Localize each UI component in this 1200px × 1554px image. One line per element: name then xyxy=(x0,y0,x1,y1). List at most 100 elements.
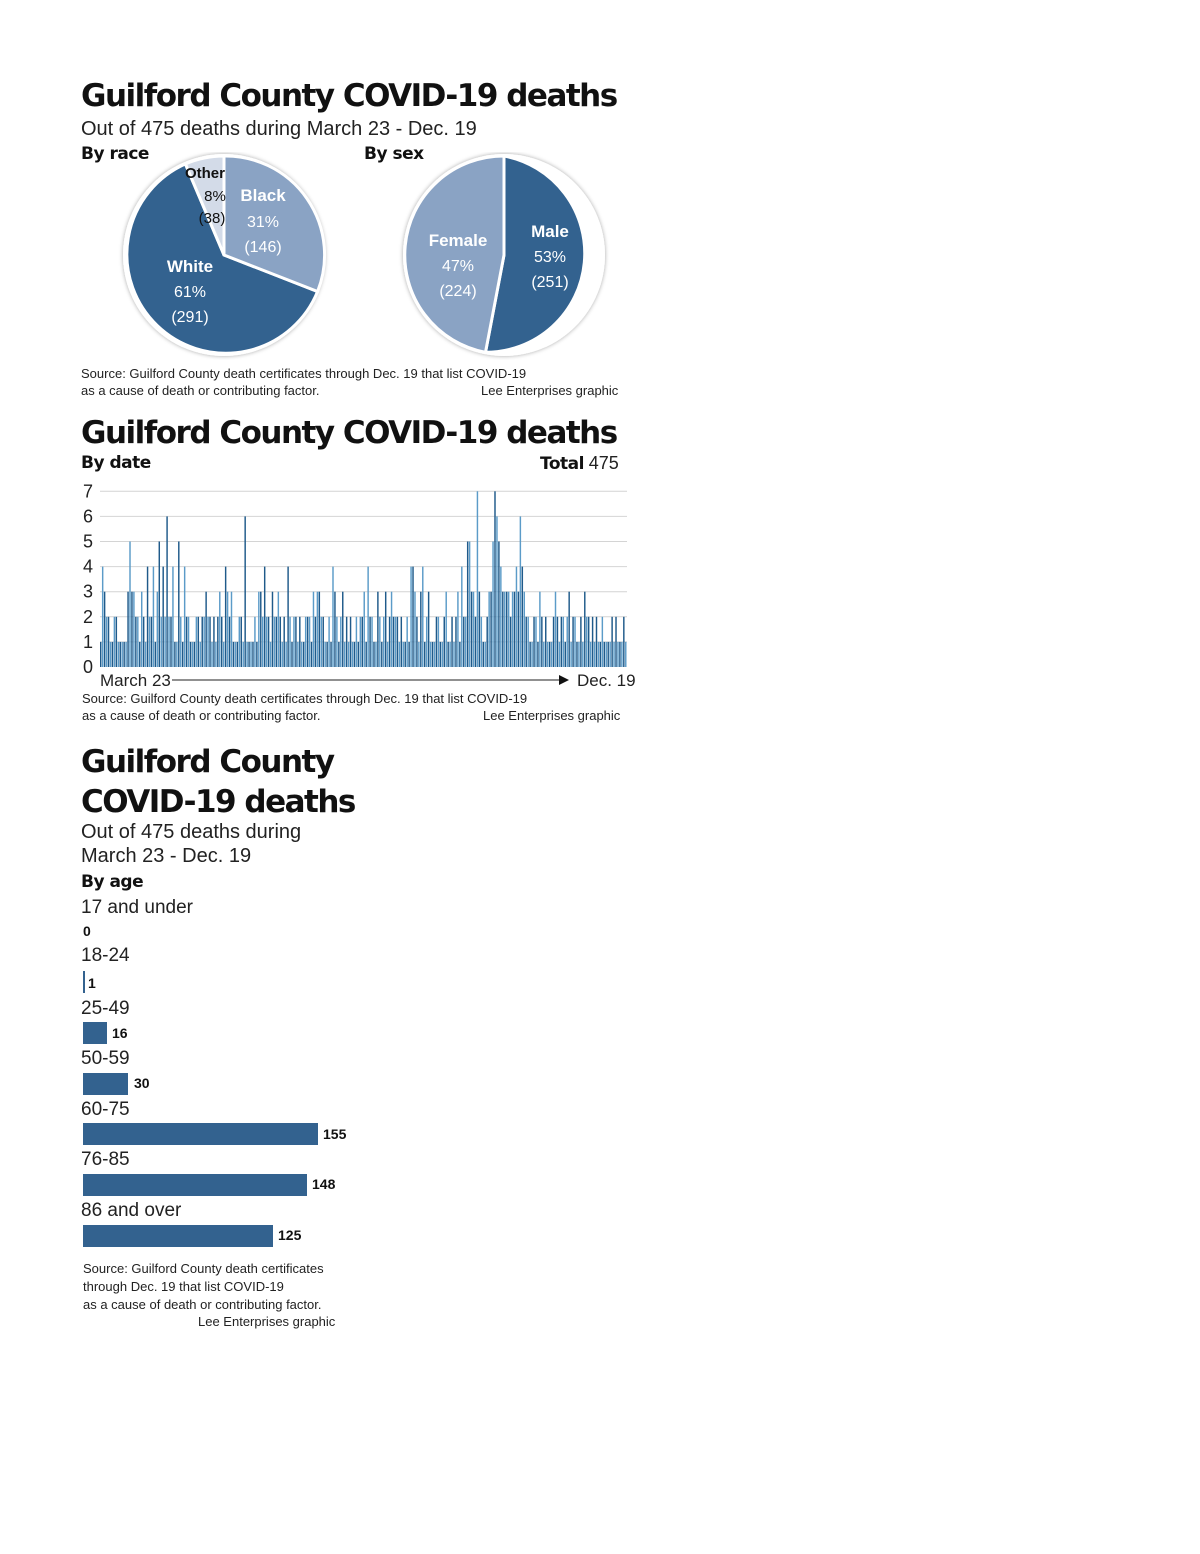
daily-bar xyxy=(279,616,282,667)
daily-bar xyxy=(377,591,379,667)
sex-female-name: Female xyxy=(429,231,488,250)
daily-bar xyxy=(584,591,586,667)
daily-bar xyxy=(148,616,151,667)
age-label-76-85: 76-85 xyxy=(81,1149,130,1170)
daily-bar xyxy=(201,616,203,667)
daily-bar xyxy=(386,641,389,667)
daily-bar xyxy=(564,641,566,667)
daily-bar xyxy=(455,616,457,667)
daily-bar xyxy=(609,641,611,667)
daily-bar xyxy=(482,641,485,667)
daily-bar xyxy=(361,616,363,667)
daily-bar xyxy=(570,641,572,667)
daily-bar xyxy=(142,616,145,667)
age-bar-76-85 xyxy=(83,1174,307,1196)
daily-bar xyxy=(181,641,184,667)
daily-bar xyxy=(277,591,280,667)
daily-bar xyxy=(295,616,297,667)
daily-bar xyxy=(224,566,227,667)
daily-bar xyxy=(176,641,178,667)
daily-bar xyxy=(139,641,141,667)
daily-bar xyxy=(425,616,428,667)
daily-bar xyxy=(429,641,432,667)
daily-bar xyxy=(178,541,180,667)
daily-bar xyxy=(550,641,553,667)
daily-bar xyxy=(619,641,621,667)
daily-bar xyxy=(445,591,447,667)
daily-bar xyxy=(388,616,391,667)
daily-bar xyxy=(587,616,590,667)
daily-bar xyxy=(601,616,604,667)
daily-bar xyxy=(260,591,262,667)
daily-bar xyxy=(336,616,338,667)
daily-bar xyxy=(379,616,381,667)
daily-bar xyxy=(566,616,568,667)
daily-bar xyxy=(449,641,451,667)
daily-bar xyxy=(498,541,500,667)
daily-bar xyxy=(433,641,436,667)
race-white-count: (291) xyxy=(171,309,208,326)
age-chart-title: Guilford County COVID-19 deaths xyxy=(81,742,356,822)
daily-bar xyxy=(180,616,182,667)
daily-bar xyxy=(490,591,492,667)
daily-bar xyxy=(507,591,510,667)
race-other-pct: 8% xyxy=(204,188,226,205)
daily-bar xyxy=(578,641,580,667)
by-age-label: By age xyxy=(81,872,144,892)
daily-bar xyxy=(137,616,139,667)
daily-bar xyxy=(535,616,537,667)
date-chart-credit: Lee Enterprises graphic xyxy=(483,708,621,723)
daily-bar xyxy=(244,516,246,667)
daily-bar xyxy=(140,591,143,667)
daily-bar xyxy=(593,641,596,667)
title-line-1: Guilford County xyxy=(81,744,335,780)
race-white-pct: 61% xyxy=(174,284,206,301)
daily-bar xyxy=(410,566,412,667)
daily-bar xyxy=(119,641,121,667)
daily-bar xyxy=(576,641,578,667)
daily-bar xyxy=(381,641,383,667)
daily-bar xyxy=(478,591,481,667)
daily-bar xyxy=(586,616,588,667)
age-label-86-over: 86 and over xyxy=(81,1200,182,1221)
daily-bar xyxy=(492,541,494,667)
subtitle-line-1: Out of 475 deaths during xyxy=(81,821,302,843)
daily-bar xyxy=(221,616,223,667)
daily-bar xyxy=(402,641,404,667)
age-value-50-59: 30 xyxy=(134,1075,150,1091)
y-tick-label: 7 xyxy=(83,481,93,501)
daily-bar xyxy=(232,641,235,667)
daily-bar xyxy=(215,641,217,667)
age-value-25-49: 16 xyxy=(112,1025,128,1041)
daily-bar xyxy=(406,616,408,667)
daily-bar xyxy=(625,641,627,667)
daily-bar xyxy=(537,641,539,667)
daily-bar xyxy=(515,566,518,667)
daily-bar xyxy=(523,591,525,667)
sex-male-name: Male xyxy=(531,222,569,241)
daily-bar xyxy=(365,641,367,667)
daily-bar xyxy=(474,616,477,667)
daily-bar xyxy=(529,641,531,667)
daily-bar xyxy=(328,616,330,667)
daily-bar xyxy=(363,591,365,667)
daily-bar xyxy=(293,616,295,667)
race-slice-other xyxy=(183,154,226,256)
daily-bar xyxy=(418,641,420,667)
daily-bar xyxy=(424,641,426,667)
daily-bar xyxy=(269,641,272,667)
daily-bar xyxy=(101,566,104,667)
x-start-label: March 23 xyxy=(100,671,171,690)
daily-bar xyxy=(312,591,315,667)
race-sex-source: Source: Guilford County death certificat… xyxy=(81,365,526,399)
daily-bar xyxy=(447,641,449,667)
daily-bar xyxy=(422,566,424,667)
daily-bar xyxy=(556,616,559,667)
daily-bar xyxy=(560,616,563,667)
daily-bar xyxy=(416,616,418,667)
total-label: Total xyxy=(540,454,584,474)
date-chart-title: Guilford County COVID-19 deaths xyxy=(81,415,618,451)
race-black-pct: 31% xyxy=(247,214,279,231)
daily-bar xyxy=(546,641,549,667)
daily-bar xyxy=(324,641,326,667)
